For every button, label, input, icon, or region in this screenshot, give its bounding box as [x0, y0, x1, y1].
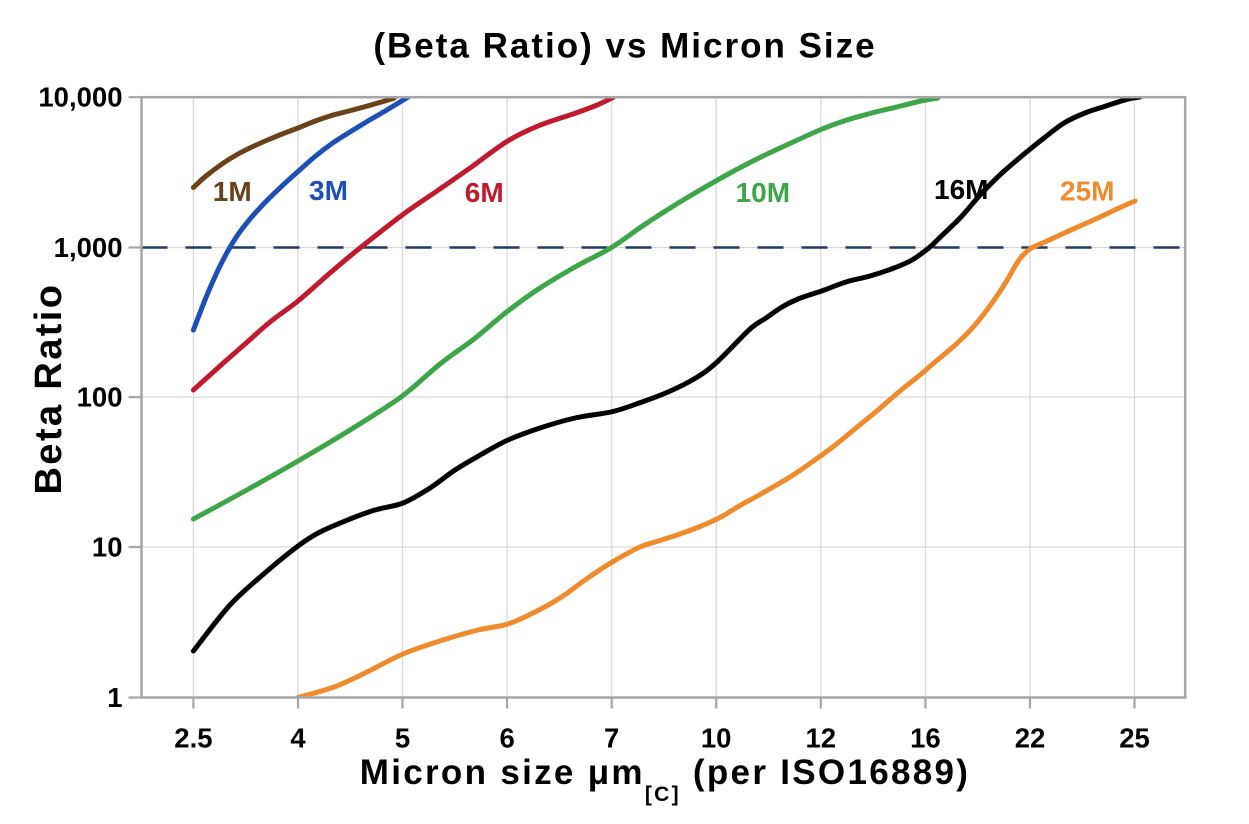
svg-text:6: 6 — [499, 723, 514, 754]
svg-text:4: 4 — [290, 723, 306, 754]
svg-text:7: 7 — [604, 723, 619, 754]
svg-text:22: 22 — [1015, 723, 1046, 754]
svg-text:25: 25 — [1119, 723, 1150, 754]
svg-text:25M: 25M — [1060, 176, 1114, 207]
svg-text:12: 12 — [806, 723, 837, 754]
svg-text:16M: 16M — [934, 174, 988, 205]
svg-text:1M: 1M — [213, 176, 252, 207]
svg-text:1: 1 — [107, 682, 122, 713]
svg-text:10M: 10M — [736, 177, 790, 208]
svg-text:3M: 3M — [309, 175, 348, 206]
svg-text:5: 5 — [395, 723, 410, 754]
svg-text:10,000: 10,000 — [38, 82, 122, 113]
svg-text:6M: 6M — [465, 177, 504, 208]
svg-text:100: 100 — [77, 382, 123, 413]
svg-text:1,000: 1,000 — [54, 232, 123, 263]
svg-text:10: 10 — [701, 723, 732, 754]
svg-text:16: 16 — [910, 723, 941, 754]
svg-text:2.5: 2.5 — [174, 723, 212, 754]
svg-text:(Beta Ratio) vs Micron Size: (Beta Ratio) vs Micron Size — [373, 26, 876, 65]
svg-text:Beta Ratio: Beta Ratio — [28, 283, 70, 495]
svg-text:10: 10 — [92, 532, 123, 563]
